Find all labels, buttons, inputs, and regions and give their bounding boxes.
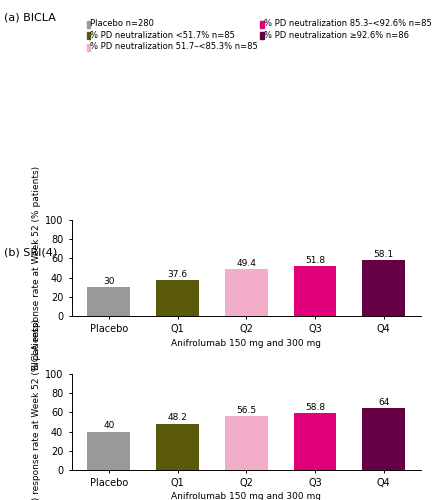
Bar: [156, 280, 199, 316]
Text: 30: 30: [103, 277, 115, 286]
Text: 37.6: 37.6: [168, 270, 187, 279]
Text: 40: 40: [103, 422, 115, 430]
Text: (b) SRI(4): (b) SRI(4): [4, 248, 58, 258]
Text: % PD neutralization <51.7% n=85: % PD neutralization <51.7% n=85: [90, 31, 235, 40]
Text: 58.1: 58.1: [374, 250, 394, 259]
Bar: [88, 288, 130, 316]
Bar: [294, 266, 336, 316]
Y-axis label: SRI(4) response rate at Week 52 (% patients): SRI(4) response rate at Week 52 (% patie…: [32, 320, 41, 500]
Text: 51.8: 51.8: [305, 256, 325, 265]
Text: 56.5: 56.5: [236, 406, 256, 414]
Text: 64: 64: [378, 398, 389, 407]
Bar: [362, 408, 405, 470]
Text: Placebo n=280: Placebo n=280: [90, 20, 155, 28]
X-axis label: Anifrolumab 150 mg and 300 mg: Anifrolumab 150 mg and 300 mg: [171, 492, 321, 500]
Text: % PD neutralization ≥92.6% n=86: % PD neutralization ≥92.6% n=86: [264, 31, 409, 40]
Y-axis label: BICLA response rate at Week 52 (% patients): BICLA response rate at Week 52 (% patien…: [32, 166, 41, 370]
Bar: [156, 424, 199, 470]
Text: % PD neutralization 51.7–<85.3% n=85: % PD neutralization 51.7–<85.3% n=85: [90, 42, 258, 51]
Bar: [225, 268, 268, 316]
Text: 49.4: 49.4: [237, 258, 256, 268]
Bar: [294, 414, 336, 470]
Text: (a) BICLA: (a) BICLA: [4, 12, 56, 22]
Bar: [362, 260, 405, 316]
Text: % PD neutralization 85.3–<92.6% n=85: % PD neutralization 85.3–<92.6% n=85: [264, 20, 432, 28]
Text: 58.8: 58.8: [305, 404, 325, 412]
Text: 48.2: 48.2: [168, 414, 187, 422]
X-axis label: Anifrolumab 150 mg and 300 mg: Anifrolumab 150 mg and 300 mg: [171, 338, 321, 347]
Bar: [88, 432, 130, 470]
Bar: [225, 416, 268, 470]
